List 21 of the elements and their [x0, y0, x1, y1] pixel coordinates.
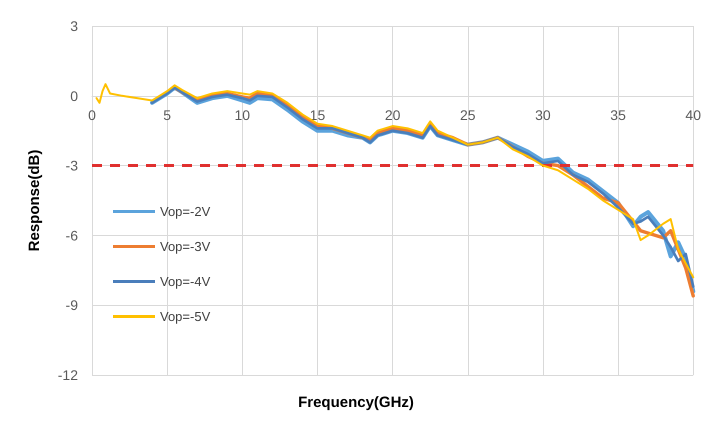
legend-label: Vop=-5V	[160, 309, 211, 324]
legend-label: Vop=-4V	[160, 274, 211, 289]
x-tick-label: 40	[685, 106, 702, 123]
legend-label: Vop=-3V	[160, 239, 211, 254]
x-tick-label: 35	[610, 106, 626, 123]
y-tick-label: -12	[58, 367, 78, 383]
x-tick-label: 25	[460, 106, 476, 123]
x-tick-label: 30	[535, 106, 551, 123]
legend-label: Vop=-2V	[160, 204, 211, 219]
x-tick-label: 10	[234, 106, 250, 123]
y-tick-label: 3	[70, 18, 78, 34]
y-axis-title: Response(dB)	[26, 150, 43, 252]
y-tick-label: -6	[66, 227, 78, 244]
x-tick-label: 20	[384, 106, 401, 123]
y-tick-label: 0	[70, 88, 78, 104]
x-axis-title: Frequency(GHz)	[298, 394, 414, 411]
y-tick-label: -9	[66, 297, 78, 314]
x-tick-label: 15	[310, 106, 326, 123]
y-tick-label: -3	[66, 158, 78, 174]
x-tick-label: 5	[163, 106, 172, 123]
x-tick-label: 0	[88, 106, 96, 123]
